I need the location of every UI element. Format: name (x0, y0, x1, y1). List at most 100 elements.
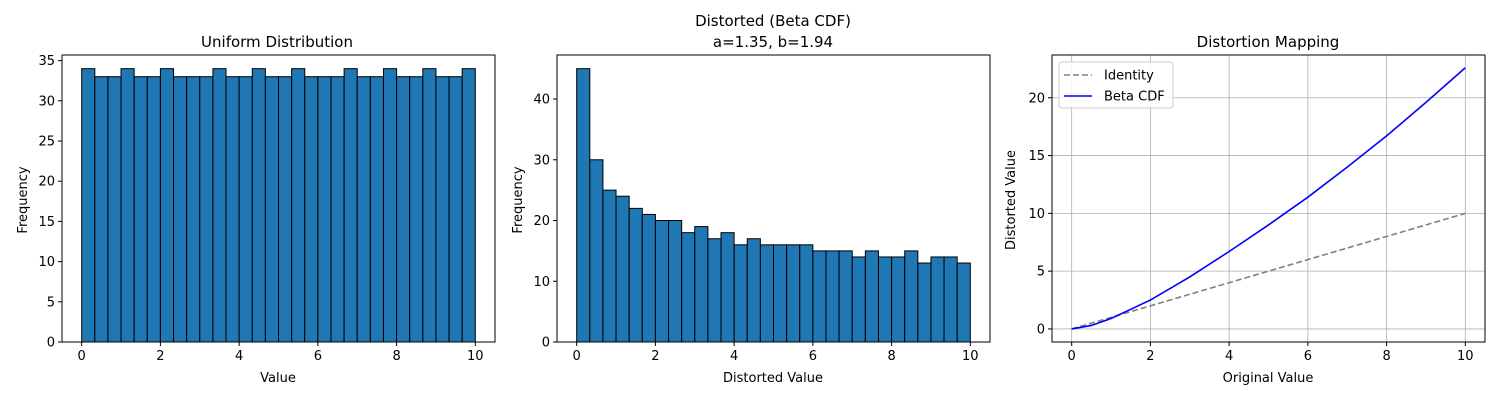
x-tick-label: 0 (78, 349, 86, 364)
y-tick-label: 35 (38, 54, 55, 69)
x-tick-label: 2 (156, 349, 164, 364)
panel-uniform: Uniform Distribution 0 2 4 6 8 10 0 5 10 15 20 25 30… (16, 33, 496, 386)
y-tick-label: 10 (38, 255, 55, 270)
histogram-bar (369, 76, 384, 343)
axes-frame (1051, 54, 1486, 343)
histogram-bar (343, 68, 358, 343)
y-tick-label: 5 (1037, 265, 1045, 280)
panel-2-ylabel: Frequency (511, 166, 526, 233)
histogram-bar (278, 76, 293, 343)
y-tick-label: 15 (1028, 149, 1045, 164)
histogram-bar (356, 76, 371, 343)
histogram-bar (641, 213, 656, 343)
histogram-bar (448, 76, 463, 343)
y-tick-label: 20 (1028, 91, 1045, 106)
histogram-bar (186, 76, 201, 343)
axes-frame (556, 54, 991, 343)
histogram-bar (773, 244, 788, 343)
x-tick-label: 2 (1146, 349, 1154, 364)
histogram-bar (877, 256, 893, 343)
histogram-bar (681, 232, 696, 343)
histogram-bar (799, 244, 814, 343)
panel-2-subtitle: a=1.35, b=1.94 (713, 33, 833, 51)
histogram-bar (943, 256, 958, 343)
y-tick-label: 30 (38, 94, 55, 109)
histogram-bar (120, 68, 135, 343)
y-tick-label: 10 (1028, 207, 1045, 222)
histogram-bar (159, 68, 175, 343)
x-tick-label: 10 (1457, 349, 1474, 364)
x-tick-label: 4 (235, 349, 243, 364)
y-tick-label: 40 (533, 93, 550, 108)
histogram-bar (904, 250, 919, 343)
panel-3-plot-area: 0 2 4 6 8 10 0 5 10 15 20 Identity Beta CDF (1028, 54, 1486, 364)
histogram-bar (264, 76, 279, 343)
histogram-bar (291, 68, 306, 343)
y-tick-label: 15 (38, 215, 55, 230)
x-tick-label: 10 (962, 349, 979, 364)
x-tick-label: 2 (651, 349, 659, 364)
histogram-bar (133, 76, 148, 343)
legend-label: Beta CDF (1104, 90, 1165, 105)
histogram-bar (812, 250, 827, 343)
histogram-bar (668, 220, 683, 343)
histogram-bar (602, 189, 617, 343)
histogram-bar (304, 76, 319, 343)
histogram-bar (225, 76, 240, 343)
y-tick-label: 20 (38, 175, 55, 190)
histogram-bar (199, 76, 214, 343)
panel-3-title: Distortion Mapping (1197, 33, 1340, 51)
histogram-bar (615, 195, 630, 343)
panel-2-title: Distorted (Beta CDF) (695, 12, 851, 30)
y-tick-label: 5 (47, 295, 55, 310)
panel-1-plot-area: 0 2 4 6 8 10 0 5 10 15 20 25 30 35 (38, 54, 496, 364)
series-line-beta-cdf (1071, 67, 1466, 330)
histogram-bar (94, 76, 109, 343)
histogram-bar (917, 262, 932, 343)
x-tick-label: 8 (1382, 349, 1390, 364)
histogram-bar (733, 244, 748, 343)
histogram-bar (694, 226, 709, 343)
histogram-bar (891, 256, 906, 343)
panel-1-ylabel: Frequency (16, 166, 31, 233)
panel-1-xlabel: Value (260, 371, 296, 386)
panel-1-title: Uniform Distribution (201, 33, 353, 51)
histogram-bar (956, 262, 971, 343)
panel-2-plot-area: 0 2 4 6 8 10 0 10 20 30 40 (533, 54, 991, 364)
y-tick-label: 0 (47, 336, 55, 351)
x-tick-label: 6 (314, 349, 322, 364)
histogram-bar (589, 159, 604, 343)
histogram-bar (930, 256, 945, 343)
panel-3-xlabel: Original Value (1223, 371, 1314, 386)
histogram-bar (422, 68, 437, 343)
panel-mapping: Distortion Mapping 0 2 4 6 8 10 0 5 10 15 20 Identi… (1004, 33, 1486, 386)
histogram-bar (786, 244, 801, 343)
x-tick-label: 4 (730, 349, 738, 364)
panel-2-xlabel: Distorted Value (723, 371, 823, 386)
histogram-bar (107, 76, 122, 343)
x-tick-label: 6 (809, 349, 817, 364)
panel-distorted: Distorted (Beta CDF) a=1.35, b=1.94 0 2 4 6… (511, 12, 991, 386)
legend-label: Identity (1104, 69, 1154, 84)
x-tick-label: 0 (1068, 349, 1076, 364)
histogram-bar (720, 232, 735, 343)
y-tick-label: 10 (533, 275, 550, 290)
panel-3-ylabel: Distorted Value (1004, 150, 1019, 250)
x-tick-label: 4 (1225, 349, 1233, 364)
histogram-bar (435, 76, 450, 343)
histogram-bar (838, 250, 853, 343)
histogram-bar (212, 68, 227, 343)
histogram-bar (707, 238, 722, 343)
histogram-bar (654, 220, 670, 343)
x-tick-label: 0 (573, 349, 581, 364)
histogram-bar (409, 76, 424, 343)
legend: Identity Beta CDF (1058, 61, 1174, 109)
histogram-bar (238, 76, 253, 343)
histogram-bar (382, 68, 398, 343)
x-tick-label: 6 (1304, 349, 1312, 364)
histogram-bar (825, 250, 840, 343)
y-tick-label: 20 (533, 214, 550, 229)
series-line-identity (1071, 212, 1466, 330)
histogram-bar (461, 68, 476, 343)
